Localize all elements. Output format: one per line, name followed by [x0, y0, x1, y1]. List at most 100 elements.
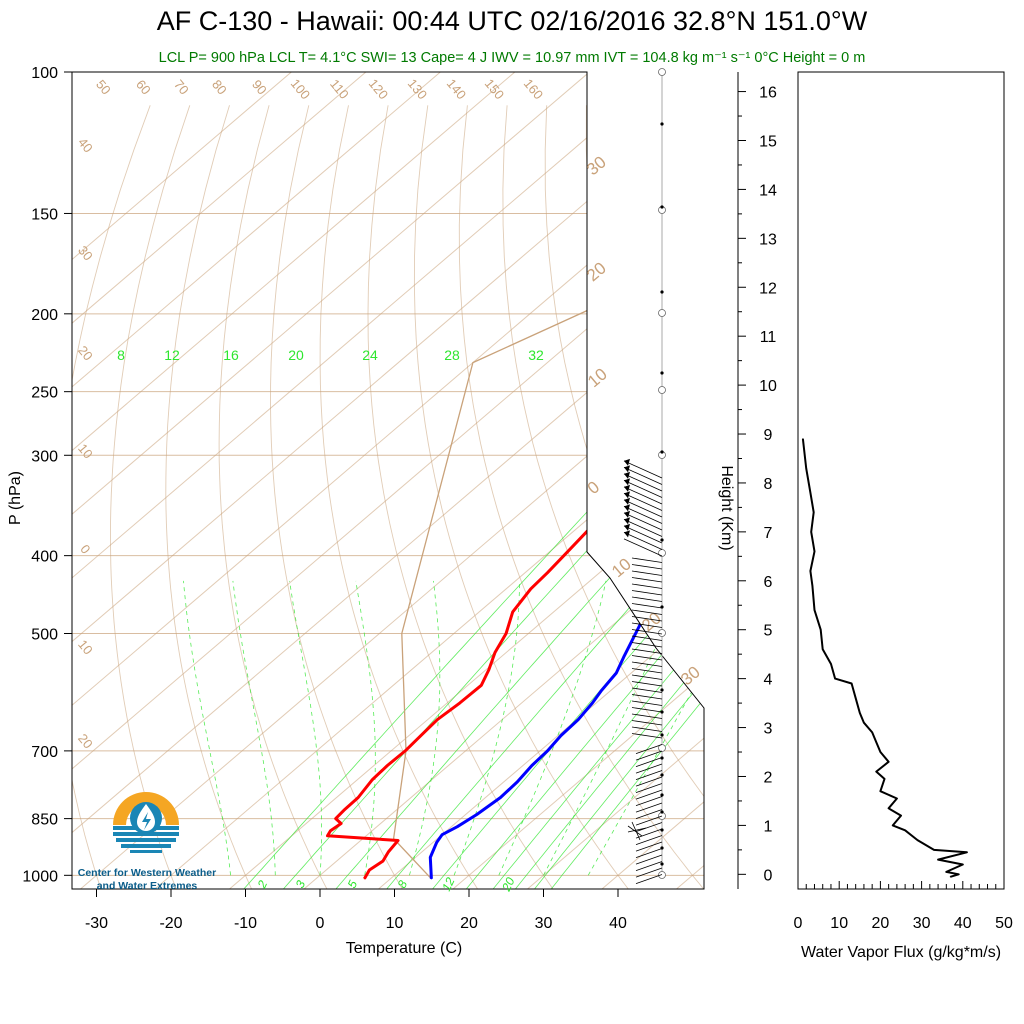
height-tick-label: 3	[764, 721, 773, 738]
wind-barb	[623, 519, 663, 537]
wind-barb	[635, 854, 663, 865]
mixing-ratio-line	[550, 377, 704, 889]
flux-x-axis-label: Water Vapor Flux (g/kg*m/s)	[801, 944, 1001, 961]
height-tick-label: 5	[764, 623, 773, 640]
wind-barb	[631, 609, 663, 615]
wind-level-dot	[660, 290, 664, 294]
mixing-ratio-top-label: 16	[223, 347, 239, 363]
isotherm-line	[751, 72, 1024, 889]
moist-adiabat-line	[232, 580, 276, 876]
wind-level-dot	[660, 688, 664, 692]
x-axis-label: Temperature (C)	[346, 940, 462, 957]
temperature-point	[587, 529, 589, 531]
dry-adiabat-line	[110, 105, 191, 889]
x-tick-label: -20	[159, 915, 182, 932]
isotherm-left-label: 30	[75, 243, 96, 264]
height-tick-label: 11	[760, 329, 777, 346]
dry-adiabat-line	[218, 105, 328, 889]
wind-barb	[635, 750, 663, 761]
dry-adiabat-line	[785, 105, 1024, 889]
x-tick-label: 10	[386, 915, 404, 932]
isotherm-left-label: 20	[75, 343, 96, 364]
temperature-point	[642, 462, 644, 464]
wind-barb	[631, 720, 663, 726]
skewt-border	[71, 71, 705, 890]
water-vapor-flux-point	[813, 609, 816, 611]
water-vapor-flux-point	[805, 467, 807, 469]
water-vapor-flux-point	[937, 859, 939, 861]
water-vapor-flux-point	[904, 829, 906, 831]
y-tick-label: 400	[31, 549, 58, 566]
wind-barb	[635, 802, 663, 813]
wind-barb	[635, 815, 663, 826]
wind-barb-flag	[624, 523, 630, 531]
flux-x-tick-label: 20	[872, 915, 890, 932]
mixing-ratio-bottom-label: 3	[293, 878, 309, 890]
water-vapor-flux-point	[896, 797, 898, 800]
y-tick-label: 300	[31, 448, 58, 465]
flux-x-tick-label: 50	[995, 915, 1013, 932]
wind-barb	[623, 512, 663, 531]
isotherm-right-label: 30	[677, 662, 704, 689]
skewt-frame	[64, 71, 705, 897]
mixing-ratio-line	[492, 377, 704, 889]
temperature-point	[505, 632, 507, 635]
isotherm-top-label: 60	[133, 77, 154, 98]
temperature-point	[567, 550, 569, 552]
dry-adiabat-line	[502, 105, 704, 889]
flux-panel-border	[797, 71, 1005, 890]
temperature-point	[386, 764, 388, 767]
isotherm-line	[72, 72, 516, 889]
x-tick-label: 20	[460, 915, 478, 932]
wind-barb	[631, 687, 663, 693]
isotherm-top-label: 70	[171, 77, 192, 98]
wind-barb	[623, 460, 663, 479]
dry-adiabat-line	[983, 105, 1024, 889]
wind-barb	[631, 596, 663, 602]
isotherm-line	[601, 72, 704, 889]
water-vapor-flux-line	[801, 438, 968, 878]
dry-adiabat-line	[904, 105, 1024, 889]
temperature-point	[488, 669, 490, 671]
dewpoint-point	[546, 750, 549, 752]
page-title: AF C-130 - Hawaii: 00:44 UTC 02/16/2016 …	[156, 6, 868, 36]
moist-adiabat-line	[453, 580, 520, 876]
wind-barb	[623, 480, 663, 498]
wind-barb	[635, 828, 663, 839]
isotherm-top-label: 140	[444, 76, 469, 102]
temperature-point	[387, 851, 389, 853]
y-axis-label: P (hPa)	[7, 471, 24, 525]
dewpoint-point	[476, 813, 478, 816]
wind-level-open-marker	[658, 386, 666, 394]
isotherm-right-label: 10	[608, 554, 635, 581]
temperature-point	[494, 651, 496, 654]
logo-line-1: Center for Western Weather	[78, 867, 216, 879]
flux-x-tick-label: 40	[954, 915, 972, 932]
water-vapor-flux-point	[933, 849, 935, 851]
x-tick-label: 30	[535, 915, 553, 932]
isotherm-line	[452, 72, 704, 889]
dewpoint-point	[685, 576, 687, 578]
water-vapor-flux-point	[802, 438, 804, 440]
isotherm-top-label: 120	[366, 76, 391, 102]
dewpoint-point	[456, 826, 458, 828]
dewpoint-point	[778, 479, 779, 480]
skewt-traces	[326, 72, 779, 880]
isotherm-line	[229, 72, 704, 889]
water-vapor-flux-point	[883, 778, 886, 780]
wind-barb	[623, 525, 663, 544]
height-axis-label: Height (Km)	[718, 465, 735, 550]
y-tick-label: 700	[31, 744, 58, 761]
dry-adiabat-line	[824, 105, 1024, 889]
temperature-point	[512, 611, 514, 613]
mixing-ratio-bottom-label: 12	[439, 875, 457, 893]
height-tick-label: 16	[759, 85, 777, 102]
isotherm-line	[303, 72, 704, 889]
wind-barb	[631, 622, 663, 628]
y-tick-label: 100	[31, 65, 58, 82]
temperature-point	[611, 491, 614, 493]
wind-barb-flag	[624, 458, 630, 466]
flux-x-tick-label: 0	[794, 915, 803, 932]
isotherm-left-label: 0	[77, 542, 93, 557]
